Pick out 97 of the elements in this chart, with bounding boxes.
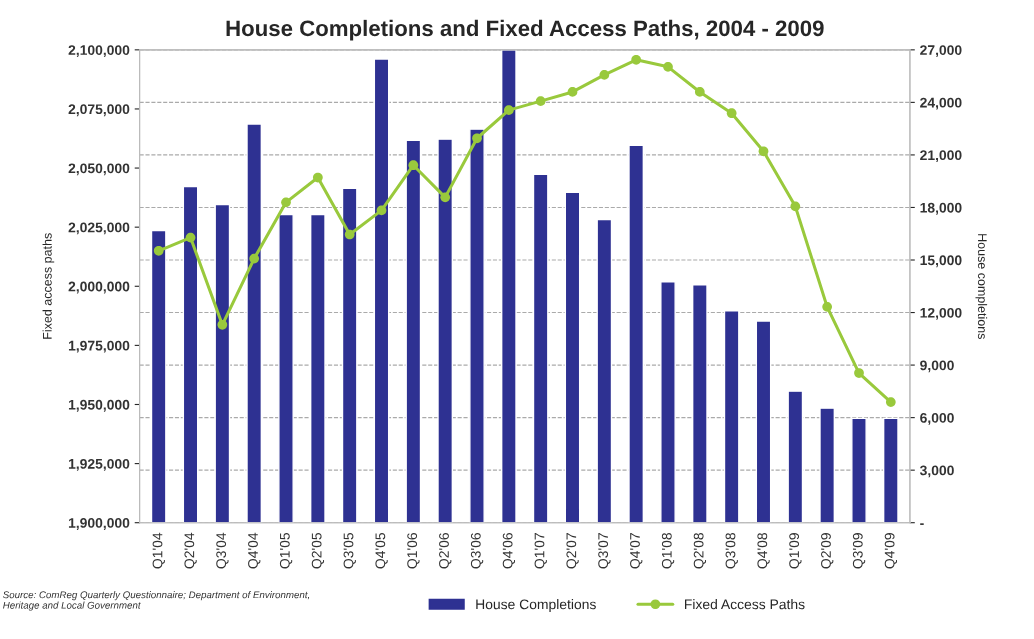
point xyxy=(726,108,737,119)
y2-tick-label: 6,000 xyxy=(920,412,954,425)
bar xyxy=(882,417,899,523)
bar xyxy=(246,123,263,523)
x-tick-label: Q4'06 xyxy=(502,533,516,569)
x-tick-label: Q1'06 xyxy=(407,533,420,569)
bar xyxy=(500,49,517,523)
bar xyxy=(469,128,485,523)
point xyxy=(694,87,705,97)
y-tick-label: 1,900,000 xyxy=(68,518,130,530)
point xyxy=(312,172,323,183)
bar xyxy=(278,213,294,523)
point xyxy=(217,319,228,330)
x-tick-label: Q3'07 xyxy=(598,533,611,569)
y2-axis-title: House completions xyxy=(975,234,988,339)
x-tick-label: Q3'04 xyxy=(216,532,229,569)
point xyxy=(185,232,196,243)
point xyxy=(822,301,833,312)
legend-label: House Completions xyxy=(476,599,596,612)
point xyxy=(376,205,387,216)
legend-label: Fixed Access Paths xyxy=(685,599,805,610)
y-tick-label: 1,975,000 xyxy=(68,340,130,353)
x-tick-label: Q4'08 xyxy=(757,533,770,569)
y-tick-label: 2,025,000 xyxy=(68,222,130,235)
y2-tick-label: 12,000 xyxy=(920,307,962,320)
point xyxy=(153,245,164,256)
x-tick-label: Q4'04 xyxy=(248,532,261,569)
x-tick-label: Q3'08 xyxy=(725,533,738,569)
bar xyxy=(691,284,708,523)
y2-tick-label: 27,000 xyxy=(920,45,962,58)
y2-tick-label: 3,000 xyxy=(919,465,954,478)
y-axis-title: Fixed access paths xyxy=(42,233,55,339)
point xyxy=(472,133,482,144)
y2-tick-label: 18,000 xyxy=(920,202,962,215)
bar xyxy=(214,203,231,523)
x-tick-label: Q3'06 xyxy=(470,533,484,569)
point xyxy=(344,229,355,240)
chart-title: House Completions and Fixed Access Paths, 2004 - 2009 xyxy=(226,19,824,41)
bar xyxy=(182,185,199,523)
bar xyxy=(723,310,740,523)
point xyxy=(567,87,578,97)
y-tick-label: 2,000,000 xyxy=(68,281,130,294)
y2-tick-label: 21,000 xyxy=(920,150,962,163)
bar xyxy=(851,417,867,523)
point xyxy=(249,253,260,264)
point xyxy=(599,70,610,80)
point xyxy=(885,397,896,407)
y-tick-label: 1,925,000 xyxy=(68,458,130,471)
x-tick-label: Q2'07 xyxy=(566,533,579,569)
x-tick-label: Q3'05 xyxy=(343,533,356,569)
y2-tick-label: - xyxy=(920,523,924,525)
bar xyxy=(660,281,676,523)
bar xyxy=(309,213,326,523)
x-tick-label: Q2'08 xyxy=(693,533,707,569)
bar xyxy=(787,390,804,523)
point xyxy=(440,192,451,203)
y-tick-label: 2,050,000 xyxy=(68,163,130,176)
bar xyxy=(755,320,772,523)
bar xyxy=(532,173,549,523)
y2-tick-label: 24,000 xyxy=(920,97,962,110)
x-tick-label: Q2'09 xyxy=(821,533,834,569)
bar xyxy=(341,187,358,523)
bar xyxy=(628,144,645,523)
x-tick-label: Q4'09 xyxy=(884,533,898,569)
y-tick-label: 2,075,000 xyxy=(68,104,130,117)
point xyxy=(408,160,419,171)
point xyxy=(758,146,769,157)
bar xyxy=(373,58,390,523)
point xyxy=(854,368,864,378)
bar xyxy=(596,218,613,523)
y2-tick-label: 9,000 xyxy=(920,360,954,373)
x-tick-label: Q2'04 xyxy=(184,532,197,569)
point xyxy=(790,201,801,212)
point xyxy=(631,54,642,65)
y-tick-label: 1,950,000 xyxy=(68,399,130,412)
x-tick-label: Q1'08 xyxy=(661,533,675,569)
x-tick-label: Q2'06 xyxy=(439,533,452,569)
point xyxy=(503,105,514,115)
x-tick-label: Q1'07 xyxy=(534,533,547,569)
source-note: Source: ComReg Quarterly Questionnaire; Department of Environment, Heritage and Local Government xyxy=(3,591,310,611)
y2-tick-label: 15,000 xyxy=(920,255,962,268)
bar xyxy=(150,229,167,523)
point xyxy=(535,96,546,107)
x-tick-label: Q3'09 xyxy=(852,533,866,569)
x-tick-label: Q4'05 xyxy=(375,533,388,569)
x-tick-label: Q4'07 xyxy=(630,533,643,569)
y-tick-label: 2,100,000 xyxy=(68,45,130,58)
bar xyxy=(405,139,422,523)
x-tick-label: Q1'04 xyxy=(152,532,165,569)
point xyxy=(663,62,673,72)
bar xyxy=(564,191,581,523)
x-tick-label: Q1'09 xyxy=(789,533,802,569)
x-tick-label: Q2'05 xyxy=(311,533,325,569)
bar xyxy=(819,407,836,523)
point xyxy=(281,197,291,208)
bar xyxy=(437,138,454,523)
x-tick-label: Q1'05 xyxy=(279,533,293,569)
